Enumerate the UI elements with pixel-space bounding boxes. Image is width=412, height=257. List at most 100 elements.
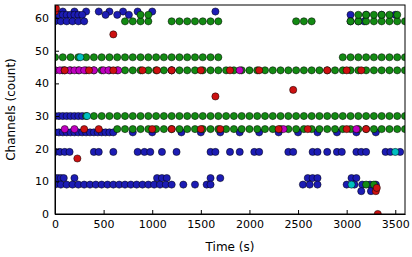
point — [168, 67, 175, 74]
point — [324, 148, 331, 155]
tick-label: 50 — [35, 45, 49, 58]
point — [300, 67, 307, 74]
point — [285, 67, 292, 74]
point — [95, 8, 102, 15]
tick-mark — [55, 51, 59, 52]
tick-mark — [104, 210, 105, 214]
point — [378, 54, 385, 61]
point — [215, 54, 222, 61]
point — [184, 125, 191, 132]
point — [269, 112, 276, 119]
tick: 3000 — [333, 210, 361, 231]
tick-mark — [55, 214, 59, 215]
point — [353, 174, 360, 181]
point — [363, 148, 370, 155]
plot-frame — [55, 5, 405, 214]
point — [168, 67, 175, 74]
point — [160, 112, 167, 119]
point — [66, 148, 73, 155]
point — [324, 67, 331, 74]
point — [363, 125, 370, 132]
point — [236, 148, 243, 155]
point — [363, 11, 370, 18]
series — [55, 5, 381, 214]
point — [153, 67, 160, 74]
point — [304, 125, 311, 132]
tick: 20 — [35, 143, 59, 156]
tick: 500 — [94, 210, 115, 231]
point — [401, 54, 405, 61]
tick: 40 — [35, 77, 59, 90]
point — [145, 112, 152, 119]
point — [129, 67, 136, 74]
point — [256, 148, 263, 155]
axis-line — [55, 6, 56, 215]
point — [114, 54, 121, 61]
point — [331, 112, 338, 119]
point — [121, 18, 128, 25]
y-axis: 0102030405060 — [35, 6, 59, 222]
point — [168, 67, 175, 74]
point — [277, 112, 284, 119]
point — [355, 18, 362, 25]
point — [394, 18, 401, 25]
x-axis-title: Time (s) — [205, 240, 255, 254]
point — [110, 148, 117, 155]
point — [168, 181, 175, 188]
point — [215, 18, 222, 25]
point — [401, 18, 405, 25]
point — [392, 148, 399, 155]
point — [300, 18, 307, 25]
point — [246, 67, 253, 74]
point — [207, 112, 214, 119]
point — [363, 11, 370, 18]
point — [230, 125, 237, 132]
point — [217, 174, 224, 181]
point — [308, 112, 315, 119]
point — [254, 125, 261, 132]
point — [285, 112, 292, 119]
point — [290, 148, 297, 155]
point — [343, 67, 350, 74]
point — [316, 112, 323, 119]
point — [98, 112, 105, 119]
tick-mark — [395, 210, 396, 214]
point — [121, 54, 128, 61]
point — [79, 11, 86, 18]
tick: 2500 — [285, 210, 313, 231]
point — [236, 67, 243, 74]
tick-mark — [201, 210, 202, 214]
point — [261, 112, 268, 119]
tick-mark — [55, 18, 59, 19]
point — [347, 11, 354, 18]
point — [106, 112, 113, 119]
point — [95, 148, 102, 155]
point — [306, 181, 313, 188]
point — [114, 11, 121, 18]
point — [324, 112, 331, 119]
point — [363, 112, 370, 119]
point — [98, 54, 105, 61]
point — [230, 112, 237, 119]
point — [238, 112, 245, 119]
chart: 0500100015002000250030003500010203040506… — [0, 0, 412, 257]
point — [370, 125, 377, 132]
point — [401, 125, 405, 132]
point — [343, 125, 350, 132]
point — [125, 11, 132, 18]
tick-mark — [298, 210, 299, 214]
point — [168, 54, 175, 61]
tick-mark — [55, 181, 59, 182]
point — [158, 148, 165, 155]
series — [55, 8, 404, 195]
point — [246, 125, 253, 132]
point — [212, 93, 219, 100]
point — [137, 18, 144, 25]
point — [308, 67, 315, 74]
point — [256, 67, 263, 74]
tick-label: 20 — [35, 143, 49, 156]
point — [339, 112, 346, 119]
point — [168, 18, 175, 25]
point — [401, 67, 405, 74]
point — [191, 54, 198, 61]
